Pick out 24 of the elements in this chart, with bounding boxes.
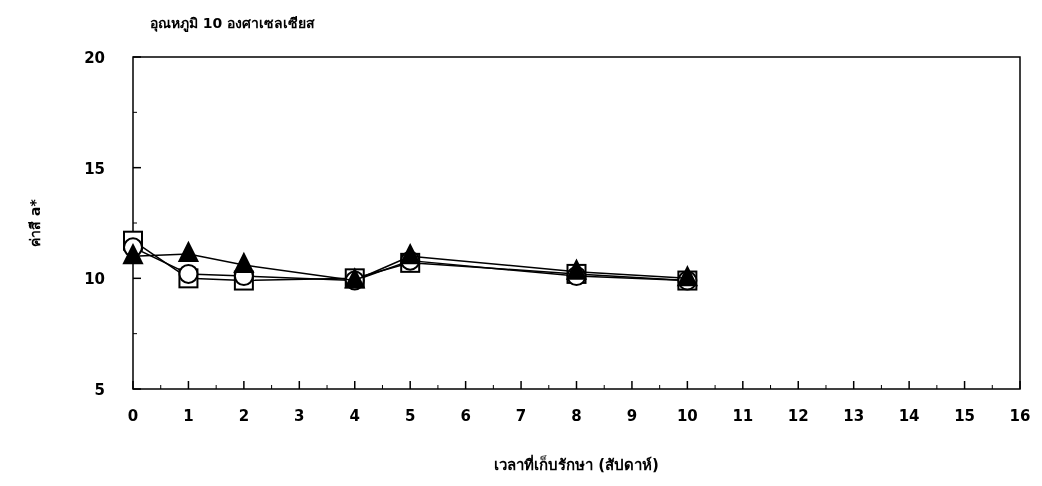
y-tick-label: 5 bbox=[94, 381, 105, 399]
y-tick-label: 20 bbox=[84, 49, 105, 67]
x-tick-label: 7 bbox=[515, 407, 527, 425]
x-tick-label: 0 bbox=[127, 407, 139, 425]
x-tick-label: 8 bbox=[571, 407, 582, 425]
x-tick-label: 10 bbox=[676, 407, 698, 425]
x-tick-label: 14 bbox=[898, 407, 920, 425]
chart-title: อุณหภูมิ 10 องศาเซลเซียส bbox=[150, 15, 316, 32]
x-tick-label: 13 bbox=[843, 407, 865, 425]
y-tick-label: 10 bbox=[84, 270, 105, 289]
y-axis-title: ค่าสี a* bbox=[27, 198, 43, 247]
x-tick-label: 3 bbox=[294, 407, 305, 425]
x-tick-label: 11 bbox=[732, 407, 754, 425]
x-tick-label: 9 bbox=[626, 407, 638, 425]
x-tick-label: 5 bbox=[404, 407, 416, 425]
y-tick-label: 15 bbox=[84, 159, 105, 178]
x-tick-label: 12 bbox=[787, 407, 809, 425]
x-tick-label: 15 bbox=[954, 407, 975, 425]
x-tick-label: 16 bbox=[1009, 407, 1031, 425]
x-tick-label: 4 bbox=[349, 407, 360, 425]
x-tick-label: 2 bbox=[238, 407, 250, 425]
x-tick-label: 1 bbox=[183, 407, 194, 425]
x-tick-label: 6 bbox=[460, 407, 471, 425]
x-axis-title: เวลาที่เก็บรักษา (สัปดาห์) bbox=[494, 454, 659, 474]
